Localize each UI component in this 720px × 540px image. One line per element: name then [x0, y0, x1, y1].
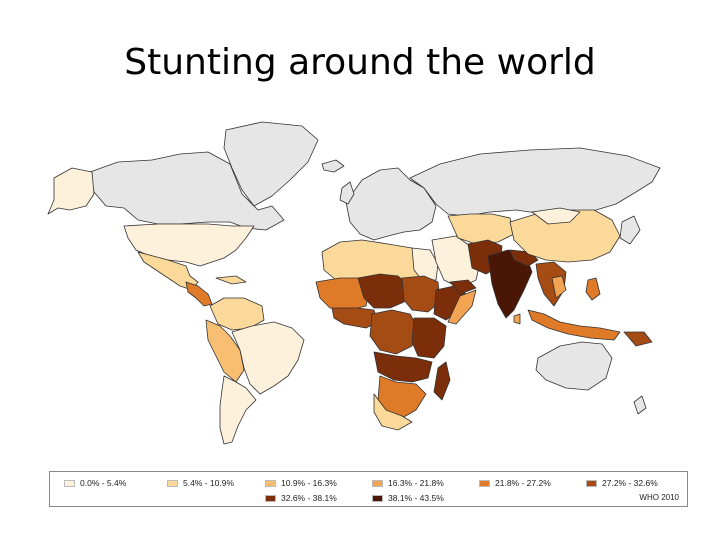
world-map	[40, 110, 690, 460]
region-southern-cone	[219, 375, 257, 445]
legend-label: 27.2% - 32.6%	[602, 478, 658, 488]
region-central-africa	[369, 309, 419, 355]
region-yemen	[449, 279, 477, 295]
legend-item: 21.8% - 27.2%	[479, 478, 551, 488]
legend-item: 38.1% - 43.5%	[372, 493, 444, 503]
region-canada	[89, 151, 285, 231]
map-legend: 0.0% - 5.4% 5.4% - 10.9% 10.9% - 16.3% 1…	[49, 471, 688, 507]
legend-item: 10.9% - 16.3%	[265, 478, 337, 488]
region-egypt	[411, 247, 439, 281]
region-sudan	[401, 275, 441, 313]
world-map-svg	[47, 121, 661, 445]
legend-item: 27.2% - 32.6%	[586, 478, 658, 488]
region-southern-africa-north	[373, 351, 433, 383]
legend-item: 16.3% - 21.8%	[372, 478, 444, 488]
legend-label: 21.8% - 27.2%	[495, 478, 551, 488]
region-japan	[619, 215, 641, 245]
region-sahel-west	[315, 277, 371, 311]
region-andes	[205, 319, 245, 383]
legend-label: 0.0% - 5.4%	[80, 478, 127, 488]
legend-swatch	[265, 494, 276, 502]
legend-swatch	[479, 479, 490, 487]
region-mongolia	[531, 207, 581, 225]
region-sri-lanka	[513, 313, 521, 325]
legend-label: 16.3% - 21.8%	[388, 478, 444, 488]
legend-item: 0.0% - 5.4%	[64, 478, 126, 488]
region-iceland	[321, 159, 345, 173]
region-australia	[535, 341, 613, 391]
region-central-america	[185, 281, 213, 307]
region-south-africa	[373, 393, 413, 431]
region-png	[623, 331, 653, 347]
region-colombia-venezuela	[209, 297, 265, 331]
slide-title: Stunting around the world	[124, 42, 596, 83]
legend-label: 10.9% - 16.3%	[281, 478, 337, 488]
region-east-africa	[411, 317, 447, 359]
legend-source: WHO 2010	[639, 493, 679, 502]
legend-item: 32.6% - 38.1%	[265, 493, 337, 503]
legend-label: 32.6% - 38.1%	[281, 493, 337, 503]
legend-swatch	[586, 479, 597, 487]
legend-swatch	[64, 479, 75, 487]
legend-swatch	[265, 479, 276, 487]
region-new-zealand	[633, 395, 647, 415]
region-madagascar	[433, 361, 451, 401]
legend-swatch	[372, 479, 383, 487]
region-europe	[345, 167, 437, 241]
legend-item: 5.4% - 10.9%	[167, 478, 234, 488]
region-niger-chad	[357, 273, 409, 309]
region-russia	[409, 147, 661, 217]
region-philippines	[585, 277, 601, 301]
legend-swatch	[167, 479, 178, 487]
region-middle-east	[431, 235, 481, 289]
legend-label: 5.4% - 10.9%	[183, 478, 235, 488]
region-uk	[339, 181, 355, 205]
region-thailand	[551, 275, 567, 299]
region-caribbean	[215, 275, 247, 285]
region-brazil	[231, 321, 305, 395]
legend-swatch	[372, 494, 383, 502]
region-alaska	[47, 167, 95, 215]
region-somalia	[447, 289, 477, 325]
region-indonesia	[527, 309, 621, 341]
legend-label: 38.1% - 43.5%	[388, 493, 444, 503]
